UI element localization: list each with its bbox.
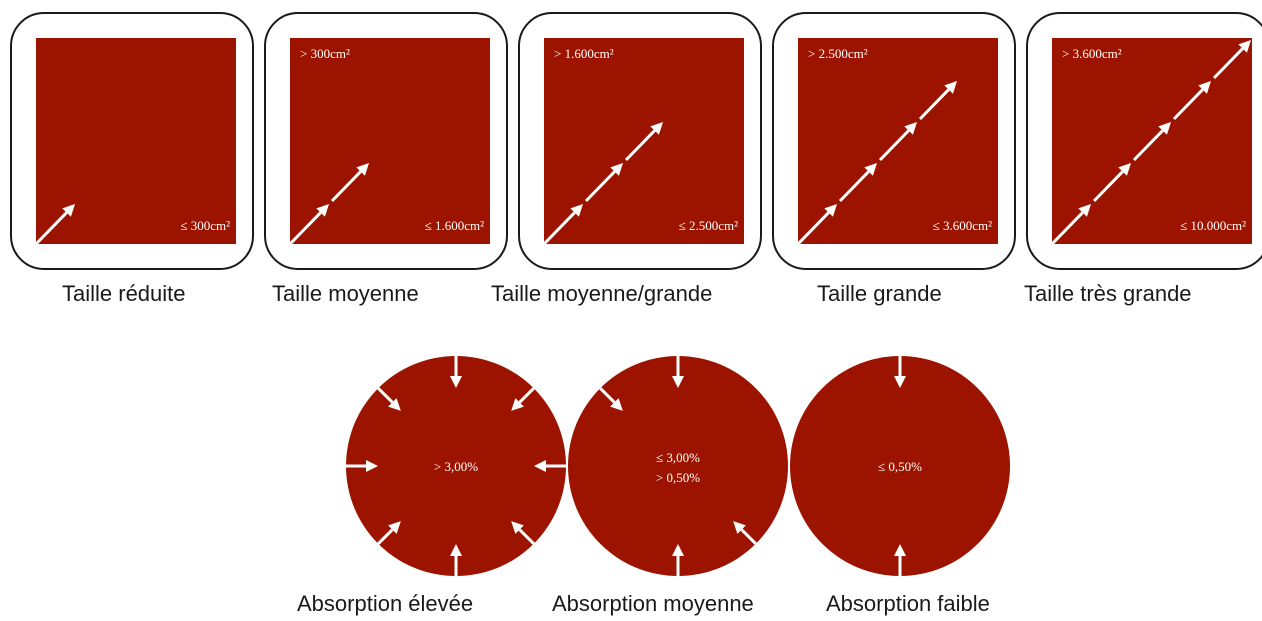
inward-arrow (733, 521, 759, 547)
absorption-value-line: > 0,50% (655, 470, 701, 485)
absorption-label-high: Absorption élevée (297, 591, 474, 616)
absorption-value-text: > 3,00% (346, 457, 566, 477)
absorption-value-line: > 3,00% (433, 459, 479, 474)
absorption-label-low: Absorption faible (826, 591, 990, 616)
size-card-large: > 2.500cm² ≤ 3.600cm² (772, 12, 1016, 270)
absorption-circle-medium: ≤ 3,00% > 0,50% (568, 356, 788, 576)
size-max-text: ≤ 1.600cm² (424, 218, 484, 233)
absorption-circle-high: > 3,00% (346, 356, 566, 576)
inward-arrows-icon (597, 356, 759, 576)
size-min-text: > 3.600cm² (1062, 46, 1122, 61)
size-max-text: ≤ 300cm² (180, 218, 230, 233)
absorption-value-line: ≤ 3,00% (656, 450, 700, 465)
arrow-segment (290, 204, 329, 244)
size-label-very-large: Taille très grande (1024, 281, 1192, 306)
absorption-circle-low: ≤ 0,50% (790, 356, 1010, 576)
arrow-segment (1092, 163, 1131, 203)
size-card-medium: > 300cm² ≤ 1.600cm² (264, 12, 508, 270)
size-label-medium: Taille moyenne (272, 281, 419, 306)
size-max-text: ≤ 2.500cm² (678, 218, 738, 233)
inward-arrow (346, 460, 378, 472)
arrow-segment (544, 204, 583, 244)
size-arrow-icon (290, 163, 369, 244)
absorption-value-text: ≤ 0,50% (790, 457, 1010, 477)
size-square: > 1.600cm² ≤ 2.500cm² (544, 38, 744, 244)
size-min-text: > 300cm² (300, 46, 350, 61)
arrow-segment (878, 122, 917, 162)
absorption-value-text: ≤ 3,00% > 0,50% (568, 448, 788, 488)
inward-arrow (511, 521, 537, 547)
size-card-very-large: > 3.600cm² ≤ 10.000cm² (1026, 12, 1262, 270)
arrow-segment (624, 122, 663, 162)
inward-arrow (672, 356, 684, 388)
arrow-segment (918, 81, 957, 121)
size-square: > 2.500cm² ≤ 3.600cm² (798, 38, 998, 244)
inward-arrow (375, 521, 401, 547)
inward-arrow (450, 544, 462, 576)
size-arrow-icon (798, 81, 957, 244)
inward-arrow (534, 460, 566, 472)
size-square: > 3.600cm² ≤ 10.000cm² (1052, 38, 1252, 244)
size-max-text: ≤ 3.600cm² (932, 218, 992, 233)
size-square: > 300cm² ≤ 1.600cm² (290, 38, 490, 244)
size-square: ≤ 300cm² (36, 38, 236, 244)
size-label-large: Taille grande (817, 281, 942, 306)
arrow-segment (584, 163, 623, 203)
inward-arrows-icon (346, 356, 566, 576)
arrow-segment (330, 163, 369, 203)
inward-arrow (375, 385, 401, 411)
arrow-segment (1212, 40, 1251, 80)
size-max-text: ≤ 10.000cm² (1180, 218, 1246, 233)
arrow-segment (1172, 81, 1211, 121)
size-min-text: > 1.600cm² (554, 46, 614, 61)
arrow-segment (798, 204, 837, 244)
inward-arrow (450, 356, 462, 388)
size-arrow-icon (544, 122, 663, 244)
inward-arrow (672, 544, 684, 576)
inward-arrow (894, 356, 906, 388)
inward-arrow (894, 544, 906, 576)
arrow-segment (1052, 204, 1091, 244)
size-min-text: > 2.500cm² (808, 46, 868, 61)
inward-arrow (511, 385, 537, 411)
size-label-reduced: Taille réduite (62, 281, 186, 306)
size-card-medium-large: > 1.600cm² ≤ 2.500cm² (518, 12, 762, 270)
arrow-segment (838, 163, 877, 203)
arrow-segment (36, 204, 75, 244)
size-arrow-icon (1052, 40, 1251, 244)
size-arrow-icon (36, 204, 75, 244)
inward-arrow (597, 385, 623, 411)
arrow-segment (1132, 122, 1171, 162)
absorption-value-line: ≤ 0,50% (878, 459, 922, 474)
absorption-label-medium: Absorption moyenne (552, 591, 754, 616)
size-label-medium-large: Taille moyenne/grande (491, 281, 713, 306)
inward-arrows-icon (894, 356, 906, 576)
size-card-reduced: ≤ 300cm² (10, 12, 254, 270)
